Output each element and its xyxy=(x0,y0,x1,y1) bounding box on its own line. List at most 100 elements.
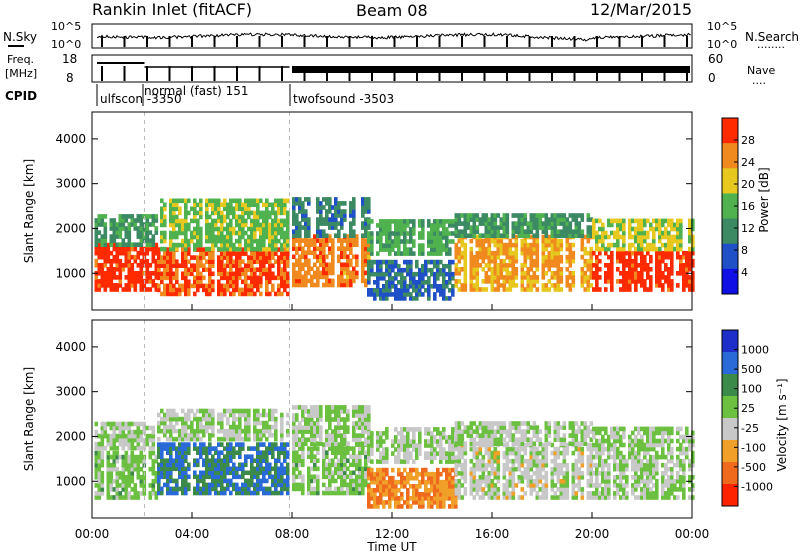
heatmap-cell xyxy=(259,486,263,492)
heatmap-cell xyxy=(160,442,164,447)
heatmap-cell xyxy=(355,270,359,276)
heatmap-cell xyxy=(364,217,368,222)
heatmap-cell xyxy=(436,267,440,273)
heatmap-cell xyxy=(295,486,299,492)
heatmap-cell xyxy=(637,279,641,284)
heatmap-cell xyxy=(220,450,224,455)
heatmap-cell xyxy=(244,416,248,422)
heatmap-cell xyxy=(394,231,398,236)
heatmap-cell xyxy=(172,251,176,256)
heatmap-cell xyxy=(370,467,374,473)
heatmap-cell xyxy=(355,458,359,463)
heatmap-cell xyxy=(421,231,425,236)
heatmap-cell xyxy=(331,217,335,222)
heatmap-cell xyxy=(337,201,341,206)
heatmap-cell xyxy=(118,471,123,476)
heatmap-cell xyxy=(478,217,483,222)
heatmap-cell xyxy=(670,226,674,232)
heatmap-cell xyxy=(133,483,138,488)
heatmap-cell xyxy=(316,490,320,496)
heatmap-cell xyxy=(436,496,440,501)
heatmap-cell xyxy=(133,283,138,288)
heatmap-cell xyxy=(316,254,320,260)
heatmap-cell xyxy=(658,234,662,240)
heatmap-cell xyxy=(649,279,653,284)
heatmap-cell xyxy=(679,246,683,252)
heatmap-cell xyxy=(163,458,167,463)
heatmap-cell xyxy=(358,421,362,426)
heatmap-cell xyxy=(643,267,647,272)
heatmap-cell xyxy=(262,474,266,480)
heatmap-cell xyxy=(160,470,164,476)
heatmap-cell xyxy=(244,428,248,434)
heatmap-cell xyxy=(268,490,272,496)
heatmap-cell xyxy=(271,287,275,293)
heatmap-cell xyxy=(376,447,380,452)
heatmap-cell xyxy=(247,226,251,232)
heatmap-cell xyxy=(436,504,440,509)
heatmap-cell xyxy=(238,490,242,496)
heatmap-cell xyxy=(322,482,326,488)
heatmap-cell xyxy=(433,239,437,244)
heatmap-cell xyxy=(190,420,194,426)
heatmap-cell xyxy=(640,283,644,288)
heatmap-cell xyxy=(298,238,302,243)
heatmap-cell xyxy=(370,231,374,236)
heatmap-cell xyxy=(430,455,434,460)
heatmap-cell xyxy=(103,222,108,227)
heatmap-cell xyxy=(187,287,191,293)
heatmap-cell xyxy=(262,214,266,220)
heatmap-cell xyxy=(277,267,281,272)
heatmap-cell xyxy=(310,466,314,472)
heatmap-cell xyxy=(187,222,191,228)
heatmap-cell xyxy=(688,263,692,268)
heatmap-cell xyxy=(322,197,326,202)
heatmap-cell xyxy=(229,226,233,232)
heatmap-cell xyxy=(502,287,507,292)
heatmap-cell xyxy=(472,466,477,472)
heatmap-cell xyxy=(535,217,540,222)
heatmap-cell xyxy=(529,213,534,218)
heatmap-cell xyxy=(148,230,153,235)
heatmap-cell xyxy=(235,214,239,220)
heatmap-cell xyxy=(343,482,347,488)
heatmap-cell xyxy=(142,483,147,488)
heatmap-cell xyxy=(274,202,278,208)
heatmap-cell xyxy=(118,279,123,284)
heatmap-cell xyxy=(187,482,191,488)
heatmap-cell xyxy=(361,254,365,260)
heatmap-cell xyxy=(361,470,365,476)
heatmap-cell xyxy=(679,238,683,244)
heatmap-cell xyxy=(475,479,480,484)
heatmap-cell xyxy=(388,292,392,297)
heatmap-cell xyxy=(559,233,564,238)
heatmap-cell xyxy=(499,258,504,264)
heatmap-cell xyxy=(403,296,407,301)
heatmap-cell xyxy=(181,466,185,472)
heatmap-cell xyxy=(133,275,138,280)
heatmap-cell xyxy=(508,275,513,280)
heatmap-cell xyxy=(322,270,326,276)
heatmap-cell xyxy=(610,263,614,268)
heatmap-cell xyxy=(544,238,549,244)
heatmap-cell xyxy=(196,432,200,438)
heatmap-cell xyxy=(313,413,317,418)
heatmap-cell xyxy=(430,504,434,509)
heatmap-cell xyxy=(262,210,266,216)
colorbar-tick-label: 4 xyxy=(741,266,748,279)
heatmap-cell xyxy=(385,435,389,440)
heatmap-cell xyxy=(295,454,299,459)
heatmap-cell xyxy=(592,234,596,240)
heatmap-cell xyxy=(175,416,179,422)
heatmap-cell xyxy=(139,214,144,219)
heatmap-cell xyxy=(109,267,114,272)
heatmap-cell xyxy=(148,445,153,451)
heatmap-cell xyxy=(283,271,287,277)
heatmap-cell xyxy=(337,221,341,226)
heatmap-cell xyxy=(421,263,425,269)
heatmap-cell xyxy=(394,263,398,269)
heatmap-cell xyxy=(232,275,236,281)
heatmap-cell xyxy=(133,466,138,472)
heatmap-cell xyxy=(361,197,365,202)
heatmap-cell xyxy=(124,495,129,500)
